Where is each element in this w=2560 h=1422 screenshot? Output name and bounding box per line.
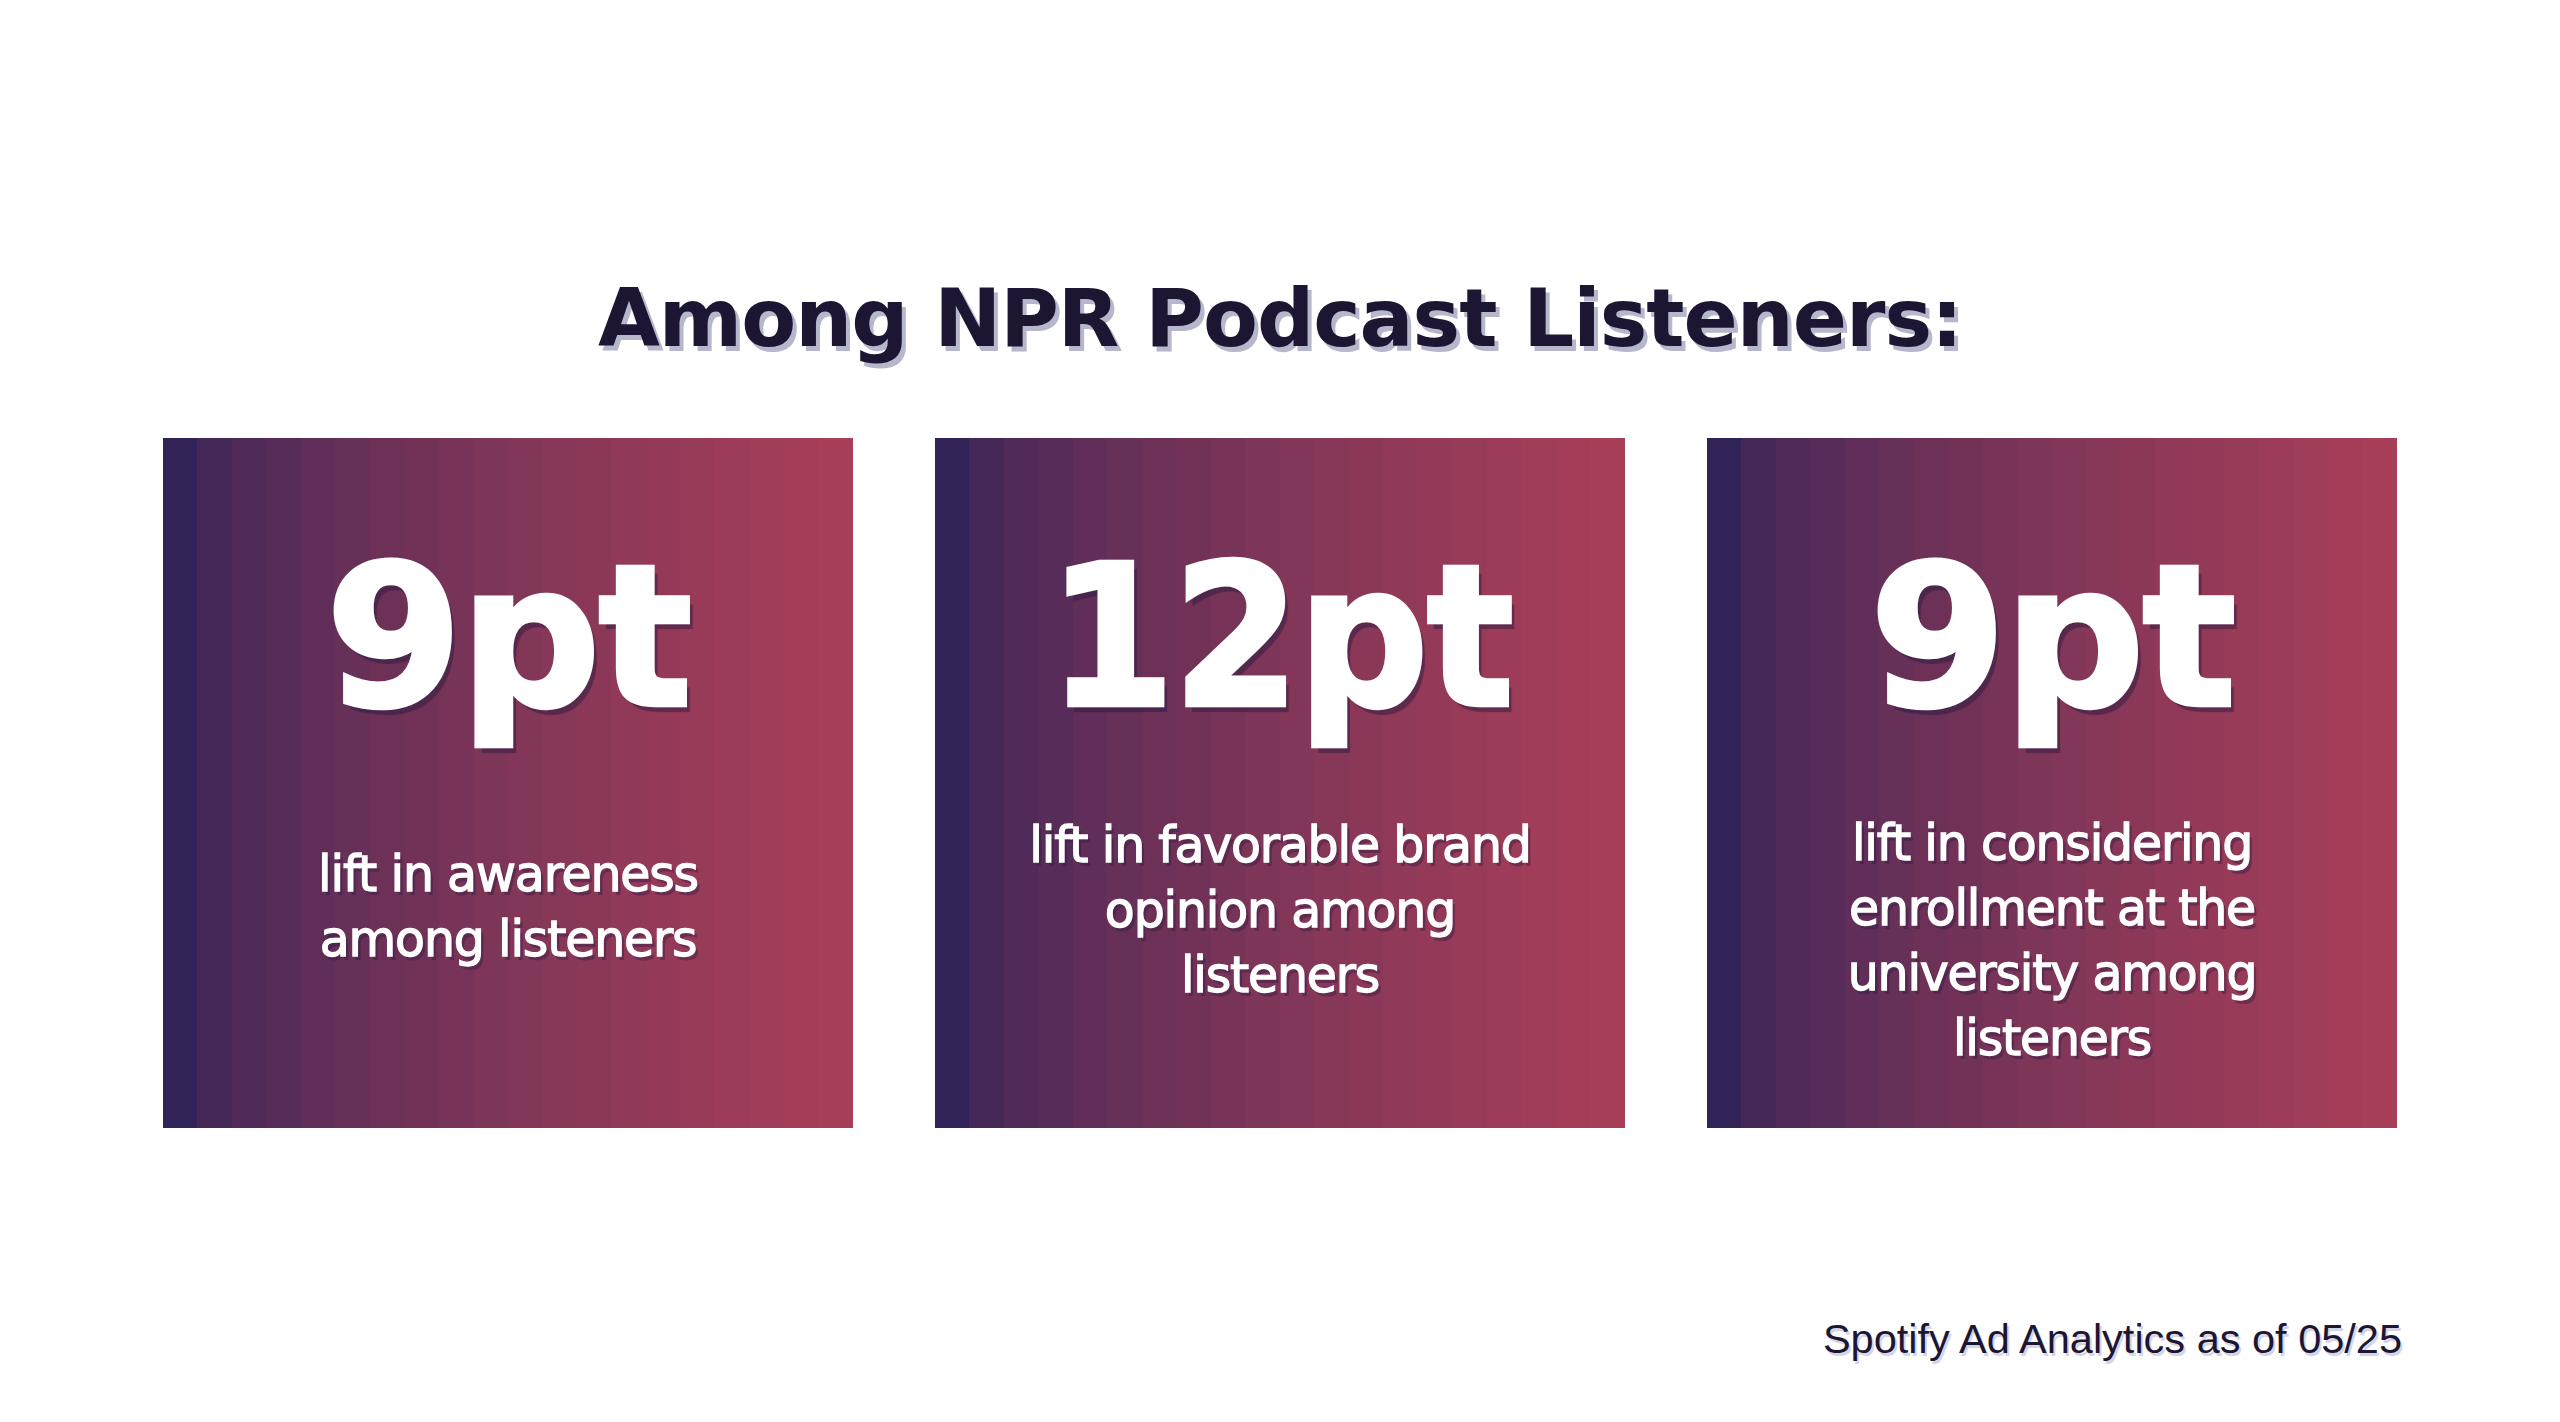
stat-value: 12pt — [959, 535, 1601, 739]
source-attribution: Spotify Ad Analytics as of 05/25 — [1823, 1318, 2402, 1360]
stat-label-line: lift in considering — [1707, 811, 2397, 876]
stat-label-line: enrollment at the — [1707, 876, 2397, 941]
stat-label-line: listeners — [935, 943, 1625, 1008]
stat-label: lift in considering enrollment at the un… — [1707, 811, 2397, 1071]
page-title: Among NPR Podcast Listeners: — [0, 279, 2560, 359]
stat-card-awareness: 9pt lift in awareness among listeners — [163, 438, 853, 1128]
stat-label-line: lift in favorable brand — [935, 813, 1625, 878]
stat-card-enrollment: 9pt lift in considering enrollment at th… — [1707, 438, 2397, 1128]
stat-label: lift in favorable brand opinion among li… — [935, 813, 1625, 1008]
stat-label-line: lift in awareness — [163, 842, 853, 907]
stat-label-line: opinion among — [935, 878, 1625, 943]
stat-value: 9pt — [1707, 535, 2397, 739]
stat-card-brand-opinion: 12pt lift in favorable brand opinion amo… — [935, 438, 1625, 1128]
stat-label-line: listeners — [1707, 1006, 2397, 1071]
stat-label: lift in awareness among listeners — [163, 842, 853, 972]
stat-value: 9pt — [163, 535, 853, 739]
stat-label-line: university among — [1707, 941, 2397, 1006]
stat-label-line: among listeners — [163, 907, 853, 972]
